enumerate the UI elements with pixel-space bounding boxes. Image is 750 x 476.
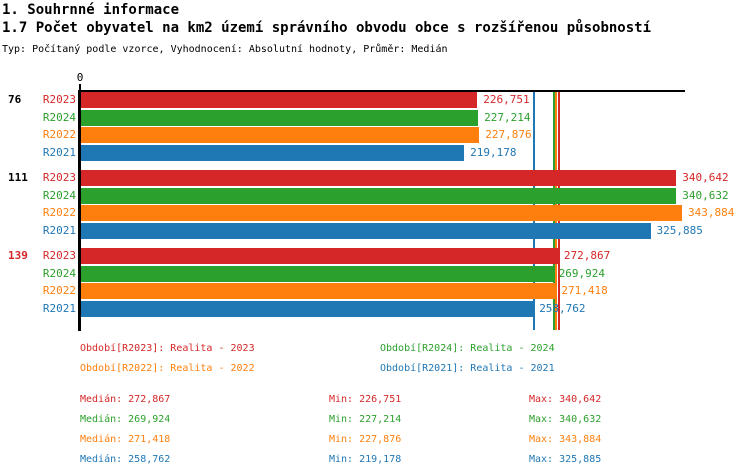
bar-r2024 — [81, 109, 479, 126]
bar-label-r2021: R2021 — [42, 301, 76, 315]
bar-r2022 — [81, 283, 556, 299]
stat-max-r2022: Max: 343,884 — [529, 434, 602, 445]
chart-title: 1.7 Počet obyvatel na km2 území správníh… — [2, 20, 652, 36]
stat-median-r2021: Medián: 258,762 — [80, 454, 171, 465]
bar-value-r2024: 227,214 — [484, 110, 531, 124]
bar-r2023 — [81, 92, 478, 108]
x-axis-line — [78, 90, 685, 92]
legend-item-r2021: Období[R2021]: Realita - 2021 — [380, 363, 555, 374]
bar-label-r2024: R2024 — [42, 188, 76, 202]
bar-label-r2022: R2022 — [42, 206, 76, 219]
group-label: 139 — [8, 249, 28, 262]
bar-value-r2022: 271,418 — [561, 284, 608, 297]
stat-max-r2023: Max: 340,642 — [529, 394, 602, 405]
bar-r2023 — [81, 248, 558, 264]
stat-min-r2021: Min: 219,178 — [329, 454, 402, 465]
bar-r2024 — [81, 187, 677, 204]
bar-label-r2021: R2021 — [42, 145, 76, 159]
y-axis-line — [78, 90, 81, 331]
bar-value-r2022: 343,884 — [688, 206, 735, 219]
bar-label-r2023: R2023 — [42, 171, 76, 184]
stat-max-r2024: Max: 340,632 — [529, 414, 602, 425]
bar-value-r2021: 325,885 — [656, 223, 703, 237]
bar-label-r2024: R2024 — [42, 266, 76, 280]
legend-item-r2023: Období[R2023]: Realita - 2023 — [80, 343, 255, 354]
bar-value-r2024: 269,924 — [558, 266, 606, 280]
bar-label-r2023: R2023 — [42, 249, 76, 262]
stat-min-r2024: Min: 227,214 — [329, 414, 402, 425]
bar-label-r2024: R2024 — [42, 110, 76, 124]
page-title: 1. Souhrnné informace — [2, 2, 180, 18]
bar-r2021 — [81, 222, 651, 239]
bar-value-r2023: 272,867 — [563, 249, 611, 262]
stat-min-r2023: Min: 226,751 — [329, 394, 402, 405]
bar-r2024 — [81, 265, 553, 282]
bar-r2021 — [81, 300, 534, 317]
bar-value-r2022: 227,876 — [485, 128, 532, 141]
bar-value-r2023: 226,751 — [483, 93, 530, 106]
bar-value-r2024: 340,632 — [682, 188, 729, 202]
bar-value-r2021: 219,178 — [470, 145, 517, 159]
bar-r2022 — [81, 205, 682, 221]
bar-r2022 — [81, 127, 480, 143]
x-axis-label-zero: 0 — [76, 71, 84, 84]
group-label: 76 — [8, 93, 22, 106]
chart-meta: Typ: Počítaný podle vzorce, Vyhodnocení:… — [2, 44, 448, 55]
group-label: 111 — [8, 171, 28, 184]
legend-item-r2022: Období[R2022]: Realita - 2022 — [80, 363, 255, 374]
stat-median-r2024: Medián: 269,924 — [80, 414, 171, 425]
stat-min-r2022: Min: 227,876 — [329, 434, 402, 445]
bar-label-r2023: R2023 — [42, 93, 76, 106]
bar-label-r2022: R2022 — [42, 284, 76, 297]
bar-value-r2023: 340,642 — [682, 171, 729, 184]
bar-label-r2021: R2021 — [42, 223, 76, 237]
legend-item-r2024: Období[R2024]: Realita - 2024 — [380, 343, 555, 354]
bar-r2021 — [81, 144, 465, 161]
bar-r2023 — [81, 170, 677, 186]
bar-value-r2021: 258,762 — [539, 301, 586, 315]
stat-median-r2023: Medián: 272,867 — [80, 394, 171, 405]
stat-max-r2021: Max: 325,885 — [529, 454, 602, 465]
x-axis-tick-zero — [79, 84, 81, 90]
stat-median-r2022: Medián: 271,418 — [80, 434, 171, 445]
bar-label-r2022: R2022 — [42, 128, 76, 141]
